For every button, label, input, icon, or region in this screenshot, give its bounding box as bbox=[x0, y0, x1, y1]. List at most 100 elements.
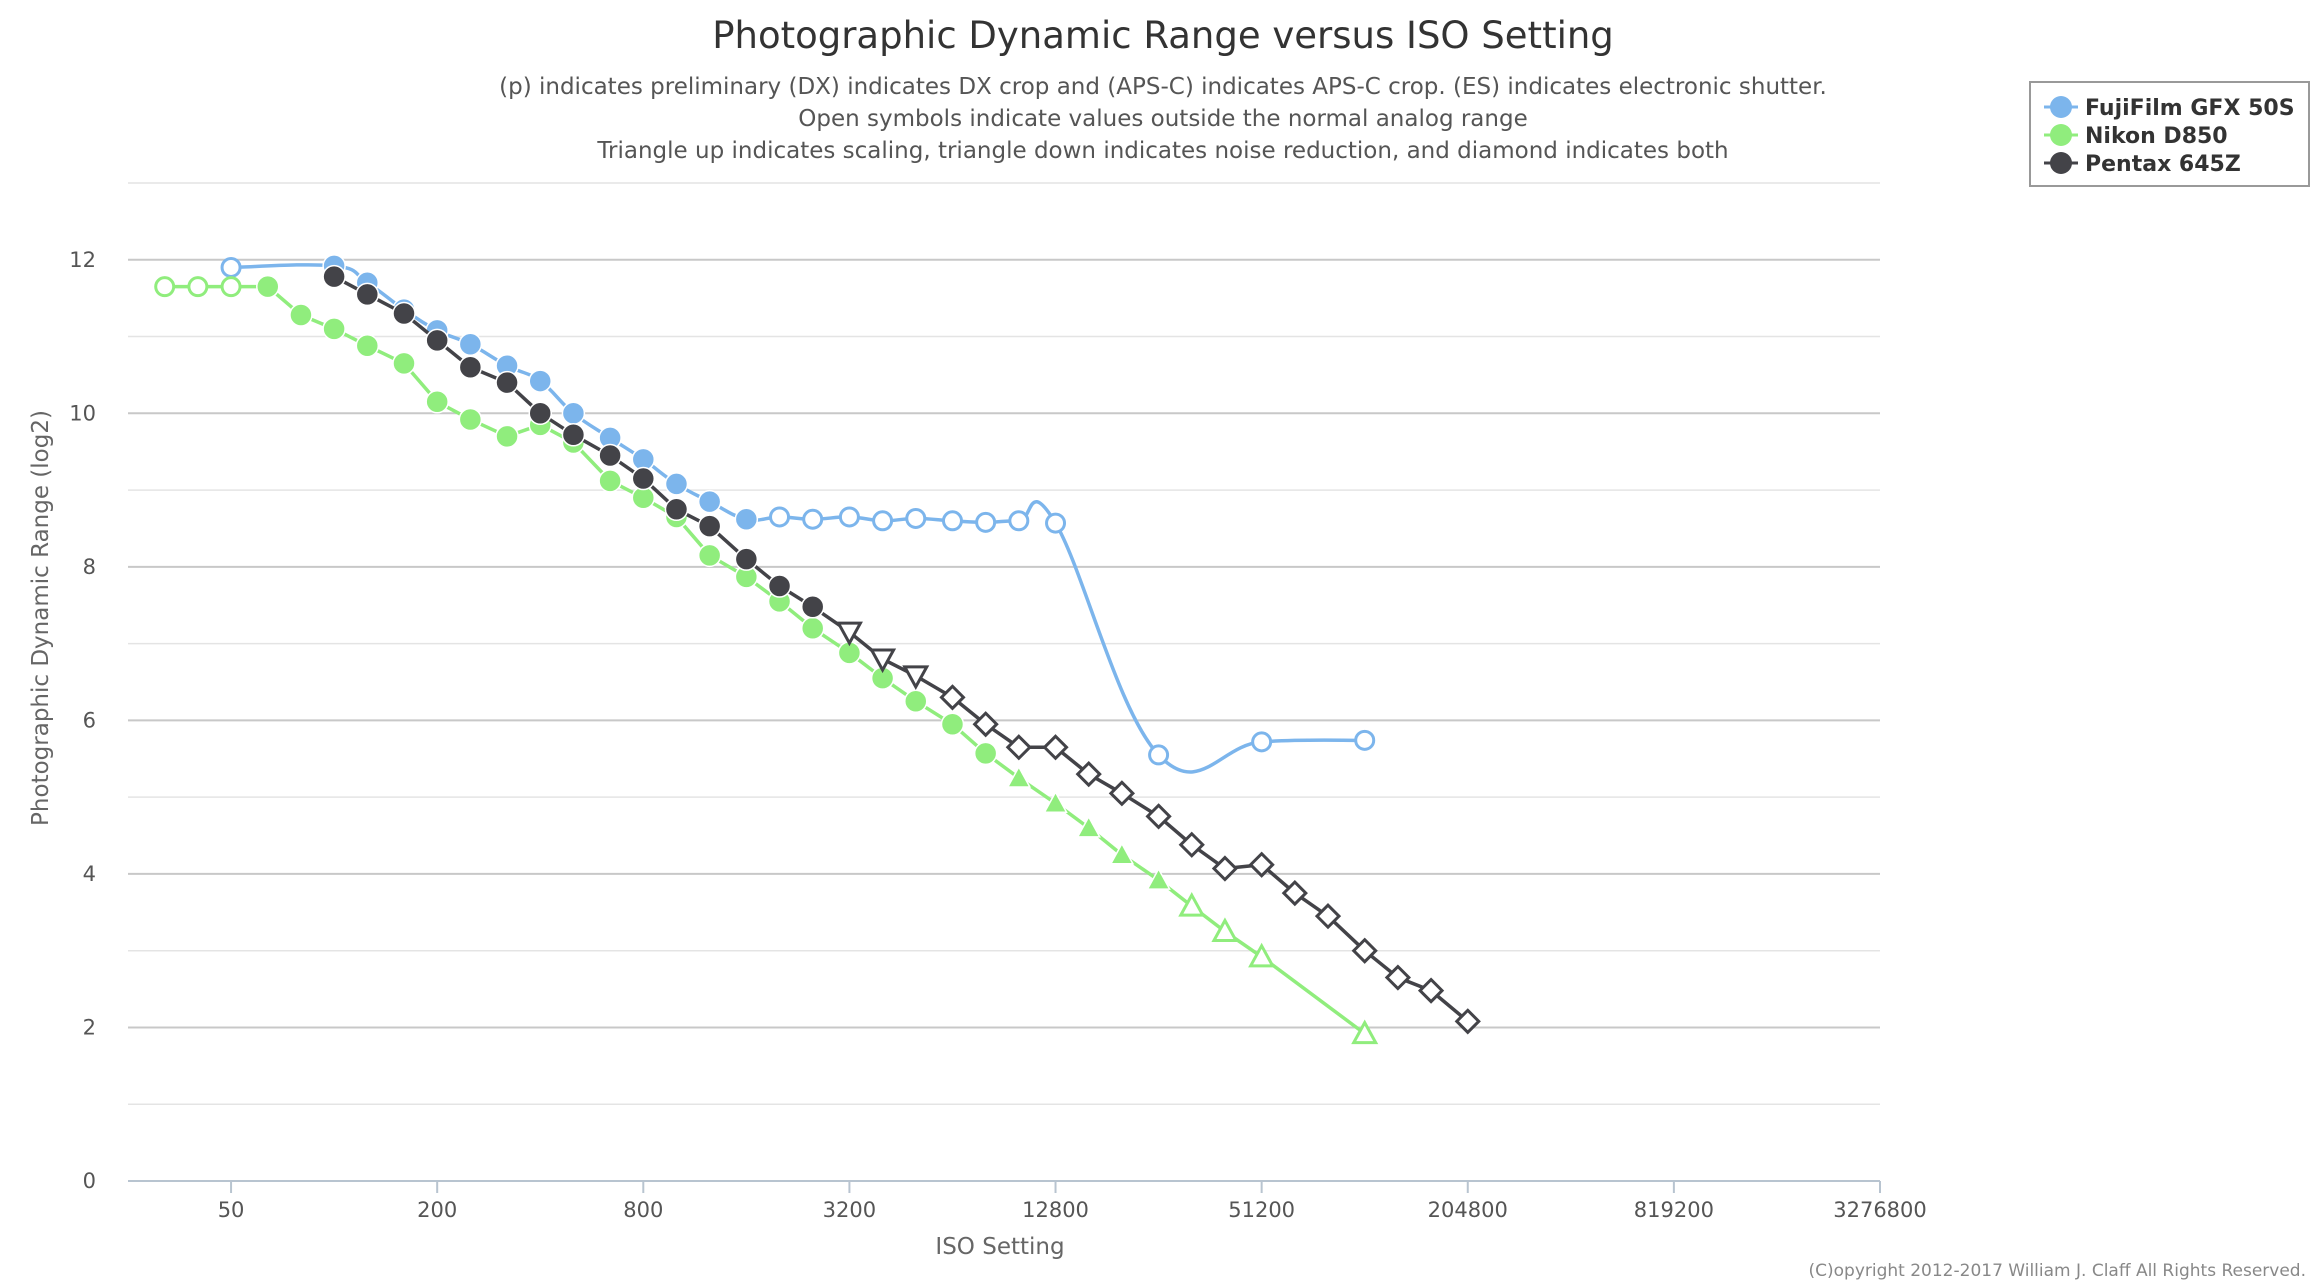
legend-item-pentax[interactable]: Pentax 645Z bbox=[2044, 152, 2241, 177]
series-pentax-point[interactable] bbox=[1075, 761, 1102, 788]
series-pentax-point[interactable] bbox=[734, 547, 759, 571]
series-fujifilm-point[interactable] bbox=[220, 256, 242, 278]
series-nikon-point[interactable] bbox=[697, 543, 722, 568]
series-fujifilm-point[interactable] bbox=[734, 507, 759, 531]
series-nikon-point[interactable] bbox=[392, 351, 416, 376]
series-pentax-point[interactable] bbox=[495, 370, 519, 395]
legend-marker-fujifilm bbox=[2050, 96, 2072, 118]
series-nikon-point[interactable] bbox=[800, 616, 825, 641]
series-pentax-point[interactable] bbox=[1281, 879, 1308, 907]
series-fujifilm-point[interactable] bbox=[975, 511, 997, 533]
series-fujifilm-point[interactable] bbox=[528, 369, 552, 393]
series-fujifilm-point[interactable] bbox=[905, 507, 927, 529]
series-nikon-point[interactable] bbox=[973, 741, 998, 766]
series-pentax-point[interactable] bbox=[835, 621, 863, 647]
series-nikon-point[interactable] bbox=[425, 390, 449, 414]
series-fujifilm-point[interactable] bbox=[769, 506, 791, 528]
series-pentax-point[interactable] bbox=[800, 595, 825, 619]
series-pentax-point[interactable] bbox=[458, 355, 483, 379]
series-pentax-point[interactable] bbox=[697, 514, 722, 538]
series-nikon-point[interactable] bbox=[256, 274, 280, 299]
legend-item-fujifilm[interactable]: FujiFilm GFX 50S bbox=[2044, 96, 2295, 121]
chart-subtitle-line-3: Triangle up indicates scaling, triangle … bbox=[596, 138, 1728, 164]
series-pentax-point[interactable] bbox=[1417, 977, 1445, 1004]
series-pentax-point[interactable] bbox=[939, 684, 966, 711]
legend-label-nikon: Nikon D850 bbox=[2085, 124, 2228, 149]
series-pentax-point[interactable] bbox=[1314, 903, 1342, 930]
copyright-credit: (C)opyright 2012-2017 William J. Claff A… bbox=[1809, 1261, 2307, 1281]
series-pentax-point[interactable] bbox=[664, 497, 689, 522]
y-tick-label: 12 bbox=[69, 248, 96, 272]
series-pentax-point[interactable] bbox=[1178, 831, 1205, 858]
series-fujifilm-point[interactable] bbox=[872, 510, 894, 532]
series-pentax-point[interactable] bbox=[392, 301, 416, 326]
series-pentax-point[interactable] bbox=[767, 574, 792, 598]
series-pentax-point[interactable] bbox=[1108, 780, 1136, 807]
series-nikon-point[interactable] bbox=[1146, 867, 1171, 890]
series-pentax-point[interactable] bbox=[561, 423, 586, 447]
series-nikon-point[interactable] bbox=[322, 317, 346, 341]
chart-subtitle-line-2: Open symbols indicate values outside the… bbox=[798, 106, 1527, 132]
series-fujifilm-point[interactable] bbox=[1008, 510, 1030, 532]
series-pentax-point[interactable] bbox=[322, 264, 346, 289]
series-nikon-point[interactable] bbox=[1178, 892, 1206, 917]
y-tick-label: 6 bbox=[83, 708, 96, 732]
y-tick-label: 0 bbox=[83, 1169, 96, 1193]
legend-marker-pentax bbox=[2050, 152, 2072, 174]
y-tick-label: 8 bbox=[83, 555, 96, 579]
legend-label-fujifilm: FujiFilm GFX 50S bbox=[2085, 96, 2295, 121]
series-pentax-point[interactable] bbox=[355, 282, 380, 307]
series-nikon-point[interactable] bbox=[458, 407, 483, 432]
series-pentax-point[interactable] bbox=[1248, 851, 1275, 878]
legend-item-nikon[interactable]: Nikon D850 bbox=[2044, 124, 2228, 149]
series-fujifilm-point[interactable] bbox=[1045, 512, 1067, 534]
series-nikon-point[interactable] bbox=[289, 303, 313, 327]
series-nikon-point[interactable] bbox=[1211, 917, 1239, 942]
series-fujifilm-point[interactable] bbox=[664, 472, 689, 496]
series-nikon-point[interactable] bbox=[940, 712, 965, 736]
series-nikon-point[interactable] bbox=[154, 276, 176, 298]
series-fujifilm-point[interactable] bbox=[802, 508, 824, 530]
series-pentax-point[interactable] bbox=[631, 466, 656, 491]
series-pentax-point[interactable] bbox=[1005, 734, 1032, 761]
series-nikon-point[interactable] bbox=[355, 334, 380, 358]
series-nikon-point[interactable] bbox=[220, 276, 242, 298]
series-pentax-point[interactable] bbox=[1042, 734, 1069, 761]
series-nikon-point[interactable] bbox=[598, 469, 622, 493]
series-fujifilm-point[interactable] bbox=[1354, 729, 1376, 751]
series-pentax-point[interactable] bbox=[1351, 937, 1378, 964]
series-fujifilm-point[interactable] bbox=[1148, 744, 1170, 766]
series-layer bbox=[154, 254, 1481, 1045]
series-nikon-point[interactable] bbox=[187, 276, 209, 298]
series-pentax-point[interactable] bbox=[528, 401, 552, 426]
series-nikon-point[interactable] bbox=[1006, 765, 1032, 788]
series-pentax-point[interactable] bbox=[1145, 803, 1172, 830]
series-fujifilm-point[interactable] bbox=[1251, 731, 1273, 753]
series-fujifilm-point[interactable] bbox=[561, 401, 586, 426]
series-nikon-point[interactable] bbox=[495, 424, 519, 449]
series-nikon-point[interactable] bbox=[1109, 842, 1135, 865]
x-tick-label: 3200 bbox=[823, 1198, 876, 1222]
series-pentax-point[interactable] bbox=[1211, 855, 1239, 882]
series-nikon-point[interactable] bbox=[904, 689, 928, 713]
y-axis-title: Photographic Dynamic Range (log2) bbox=[28, 410, 54, 826]
series-fujifilm-point[interactable] bbox=[838, 506, 860, 528]
series-nikon-line bbox=[164, 284, 1366, 1036]
series-pentax-point[interactable] bbox=[425, 328, 449, 353]
series-pentax-point[interactable] bbox=[598, 443, 622, 468]
series-fujifilm-point[interactable] bbox=[458, 332, 483, 356]
series-nikon-point[interactable] bbox=[1248, 942, 1276, 968]
series-pentax-point[interactable] bbox=[972, 711, 999, 738]
series-fujifilm-point[interactable] bbox=[697, 489, 722, 514]
series-nikon-point[interactable] bbox=[1043, 790, 1068, 814]
x-tick-label: 819200 bbox=[1634, 1198, 1714, 1222]
series-nikon-point[interactable] bbox=[1076, 815, 1101, 838]
y-tick-label: 10 bbox=[69, 401, 96, 425]
series-fujifilm-point[interactable] bbox=[941, 510, 963, 532]
series-pentax-point[interactable] bbox=[1454, 1008, 1481, 1035]
series-pentax-point[interactable] bbox=[1384, 964, 1412, 991]
series-pentax-point[interactable] bbox=[902, 665, 930, 690]
series-pentax-point[interactable] bbox=[869, 648, 897, 674]
series-nikon-point[interactable] bbox=[1351, 1019, 1379, 1045]
